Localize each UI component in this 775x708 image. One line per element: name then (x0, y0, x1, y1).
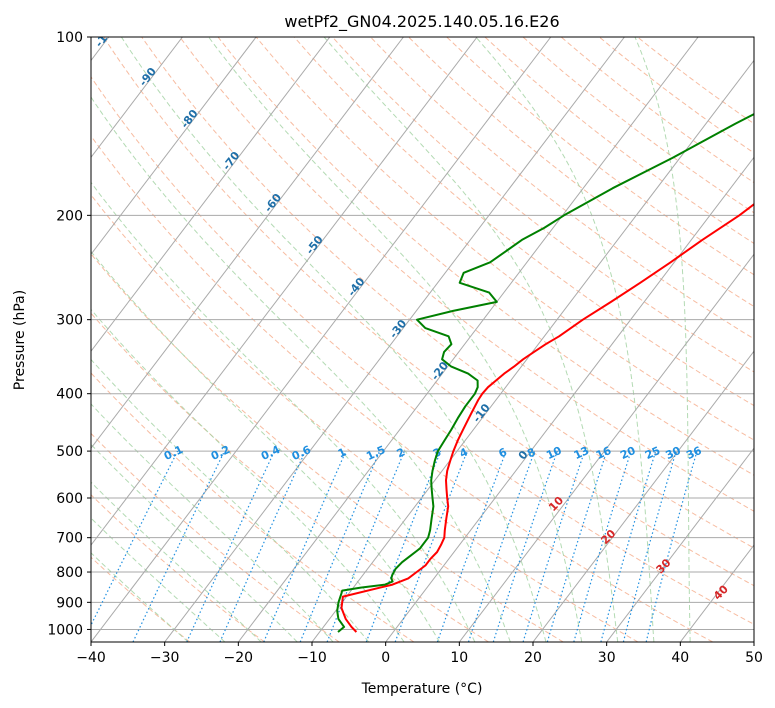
dry-adiabat-line (103, 37, 754, 587)
dry-adiabat-line (255, 37, 754, 441)
x-tick-label: −30 (150, 650, 180, 666)
moist-adiabat-line (91, 250, 440, 642)
sounding-series (336, 113, 754, 633)
dewpoint-line (336, 113, 754, 633)
y-tick-label: 900 (56, 595, 83, 611)
y-tick-label: 100 (56, 30, 83, 46)
isotherm-line (385, 156, 754, 642)
x-tick-label: 30 (598, 650, 616, 666)
isotherm-line (91, 37, 331, 353)
y-tick-label: 800 (56, 565, 83, 581)
y-tick-label: 400 (56, 387, 83, 403)
isotherm-line (91, 37, 257, 256)
mixing-ratio-label: 13 (572, 444, 591, 462)
x-tick-label: −40 (76, 650, 106, 666)
dry-adiabat-line (484, 37, 754, 245)
x-axis-ticks: −40 −30 −20 −10 0 10 20 30 40 50 (76, 642, 763, 666)
mixing-ratio-line (522, 450, 586, 642)
x-tick-label: −10 (297, 650, 327, 666)
dry-adiabat-line (141, 37, 754, 549)
isotherm-line (458, 253, 754, 642)
isotherm-line (91, 37, 183, 159)
mixing-ratio-line (546, 450, 608, 642)
y-axis-label: Pressure (hPa) (12, 290, 28, 390)
mixing-ratio-line (436, 450, 507, 642)
y-tick-label: 700 (56, 531, 83, 547)
x-tick-label: 50 (745, 650, 763, 666)
dry-adiabat-line (446, 37, 754, 276)
x-tick-label: 0 (381, 650, 390, 666)
plot-frame (90, 36, 755, 643)
mixing-ratio-line (219, 450, 306, 642)
mixing-ratio-line (299, 450, 381, 642)
mixing-ratio-line (600, 450, 657, 642)
moist-adiabat-line (323, 37, 619, 642)
moist-adiabat-line (91, 308, 405, 642)
isotherm-line (532, 350, 754, 642)
mixing-ratio-line (645, 450, 698, 642)
isotherm-line (91, 37, 478, 546)
mixing-ratio-line (186, 450, 276, 642)
dry-adiabat-line (332, 37, 754, 373)
isotherm-line (91, 37, 552, 642)
y-tick-label: 600 (56, 491, 83, 507)
isotherm-line (91, 37, 404, 449)
mixing-ratio-line (492, 450, 558, 642)
dry-adiabat-line (560, 37, 754, 184)
y-tick-label: 500 (56, 444, 83, 460)
x-tick-label: 10 (450, 650, 468, 666)
y-tick-label: 200 (56, 208, 83, 224)
chart-title: wetPf2_GN04.2025.140.05.16.E26 (284, 12, 559, 32)
moist-adiabat-line (91, 181, 476, 642)
isotherm-line (311, 59, 754, 642)
temperature-line (340, 202, 754, 633)
moist-adiabat-line (91, 481, 262, 642)
mixing-ratio-line (573, 450, 632, 642)
mixing-ratio-line (622, 450, 677, 642)
moist-adiabat-line (91, 358, 370, 642)
dry-adiabat-line (179, 37, 754, 512)
mixing-ratio-line (467, 450, 536, 642)
x-axis-label: Temperature (°C) (361, 681, 483, 697)
mixing-ratio-label: 25 (643, 444, 662, 462)
moist-adiabat-line (634, 37, 691, 642)
y-tick-label: 300 (56, 313, 83, 329)
isotherm-line (164, 37, 625, 642)
y-axis-ticks: 100 200 300 400 500 600 700 800 900 1000 (47, 30, 91, 638)
moist-adiabat-line (475, 37, 655, 642)
x-tick-label: 20 (524, 650, 542, 666)
mixing-ratio-label: 36 (684, 444, 704, 462)
background-grid (91, 37, 754, 642)
moist-adiabat-line (91, 403, 334, 642)
mixing-ratio-line (263, 450, 347, 642)
mixing-ratio-label: 30 (664, 444, 684, 462)
dry-adiabat-line (408, 37, 754, 308)
isotherm-line (606, 447, 754, 642)
x-tick-label: 40 (671, 650, 689, 666)
dry-adiabat-line (91, 194, 639, 642)
moist-adiabat-line (91, 443, 298, 642)
y-tick-label: 1000 (47, 622, 83, 638)
x-tick-label: −20 (224, 650, 254, 666)
moist-adiabat-line (208, 37, 583, 642)
moist-adiabat-line (120, 37, 547, 642)
mixing-ratio-label: 10 (544, 444, 564, 462)
isotherm-line (237, 37, 699, 642)
dry-adiabat-line (370, 37, 754, 340)
mixing-ratio-label: 16 (594, 444, 614, 462)
mixing-ratio-label: 20 (618, 444, 638, 462)
mixing-ratio-line (132, 450, 226, 642)
